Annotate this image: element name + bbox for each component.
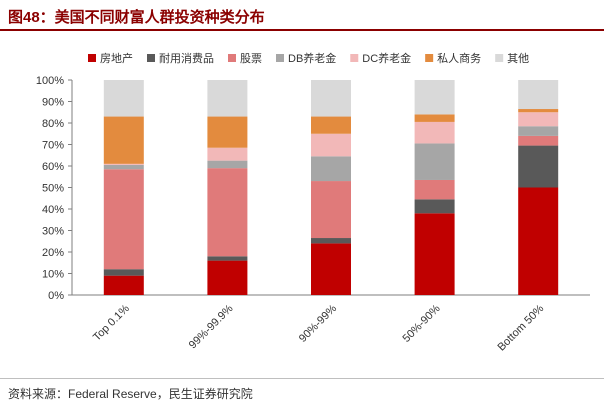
bar-segment: [414, 213, 455, 295]
y-tick-label: 0%: [48, 290, 64, 302]
title-divider: [0, 29, 604, 31]
bar-segment: [518, 145, 559, 188]
legend-label: 耐用消费品: [159, 51, 214, 65]
legend-swatch: [276, 54, 284, 62]
bar-segment: [518, 80, 559, 110]
bar-segment: [414, 80, 455, 115]
bar-segment: [207, 256, 248, 261]
legend-label: 房地产: [100, 51, 133, 65]
bar-segment: [103, 116, 144, 164]
bar-segment: [103, 275, 144, 295]
legend-swatch: [495, 54, 504, 62]
legend-label: DC养老金: [362, 51, 411, 65]
x-tick-label: 50%-90%: [401, 302, 443, 344]
bar-segment: [414, 143, 455, 180]
bar-segment: [103, 80, 144, 117]
bar-segment: [518, 187, 559, 295]
bar-segment: [518, 109, 559, 113]
y-tick-label: 10%: [42, 269, 64, 281]
figure-title: 图48：美国不同财富人群投资种类分布: [8, 9, 265, 26]
legend-swatch: [88, 54, 96, 62]
title-bar: 图48：美国不同财富人群投资种类分布: [0, 0, 604, 31]
legend-label: 私人商务: [437, 51, 481, 65]
legend-label: 其他: [507, 52, 529, 65]
bar-segment: [311, 133, 351, 157]
bar-segment: [311, 238, 351, 244]
bar-segment: [207, 116, 248, 148]
bar-segment: [414, 114, 455, 122]
y-tick-label: 60%: [42, 161, 64, 173]
source-note: 资料来源：Federal Reserve，民生证券研究院: [8, 387, 253, 401]
bar-segment: [414, 199, 455, 214]
bar-segment: [311, 243, 351, 295]
legend-swatch: [350, 54, 359, 62]
y-tick-label: 50%: [42, 183, 64, 195]
bar-segment: [311, 156, 351, 182]
stacked-bar-chart: 房地产 耐用消费品 股票 DB养老金 DC养老金 私人商务 其他 0% 10% 20% 30% 40%…: [36, 51, 590, 353]
y-tick-label: 30%: [42, 226, 64, 238]
bar-segment: [207, 260, 248, 295]
x-tick-label: 99%-99.9%: [187, 302, 236, 351]
bar-segment: [311, 116, 351, 134]
legend-swatch: [228, 54, 236, 62]
bar-segment: [103, 169, 144, 270]
bar-segment: [207, 147, 248, 161]
x-tick-label: 90%-99%: [297, 302, 339, 344]
y-tick-label: 40%: [42, 204, 64, 216]
y-tick-label: 80%: [42, 118, 64, 130]
bar-segment: [207, 80, 248, 117]
bar-segment: [103, 269, 144, 276]
y-tick-label: 70%: [42, 140, 64, 152]
bar-segment: [414, 121, 455, 144]
x-tick-label: Bottom 50%: [495, 302, 546, 353]
bar-segment: [518, 112, 559, 127]
legend-label: DB养老金: [288, 51, 336, 65]
legend-label: 股票: [240, 52, 262, 65]
bar-segment: [103, 164, 144, 170]
bar-segment: [311, 181, 351, 239]
legend-swatch: [147, 54, 155, 62]
y-tick-label: 90%: [42, 97, 64, 109]
bar-segment: [311, 80, 351, 117]
bar-segment: [414, 179, 455, 200]
bar-segment: [103, 163, 144, 165]
bar-segment: [207, 168, 248, 257]
bar-segment: [518, 135, 559, 146]
legend-swatch: [425, 54, 434, 62]
bar-segment: [518, 126, 559, 136]
bar-segment: [207, 160, 248, 169]
y-tick-label: 20%: [42, 247, 64, 259]
y-tick-label: 100%: [36, 75, 64, 87]
x-tick-label: Top 0.1%: [91, 302, 132, 343]
source-divider: [0, 378, 604, 379]
